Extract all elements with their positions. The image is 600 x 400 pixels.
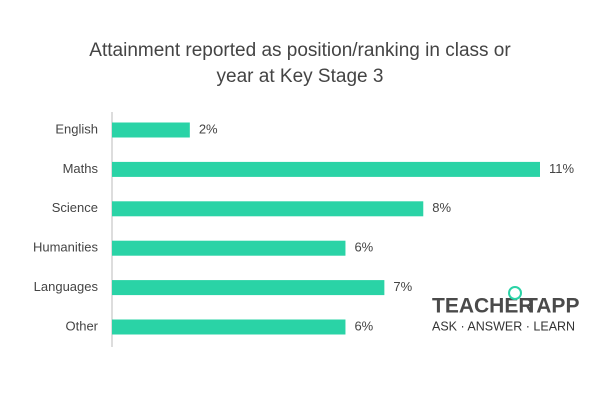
- value-label: 2%: [199, 121, 218, 136]
- value-label: 7%: [393, 279, 412, 294]
- category-label: Science: [52, 200, 98, 215]
- bar: [112, 201, 424, 217]
- category-label: English: [55, 121, 98, 136]
- category-label: Maths: [63, 161, 99, 176]
- category-label: Other: [65, 318, 98, 333]
- value-label: 6%: [354, 318, 373, 333]
- bar: [112, 122, 190, 138]
- bar: [112, 280, 385, 296]
- category-label: Languages: [34, 279, 99, 294]
- logo-tagline: ASK · ANSWER · LEARN: [432, 319, 575, 333]
- bar: [112, 319, 346, 335]
- logo-icon: [508, 286, 522, 300]
- chart-title: Attainment reported as position/ranking …: [89, 40, 511, 87]
- logo-right: TAPP: [525, 295, 579, 318]
- logo: TEACHER TAPP ASK · ANSWER · LEARN: [432, 286, 579, 333]
- logo-left: TEACHER: [432, 295, 534, 318]
- value-label: 6%: [354, 240, 373, 255]
- value-label: 8%: [432, 200, 451, 215]
- category-label: Humanities: [33, 240, 99, 255]
- bar: [112, 240, 346, 256]
- value-label: 11%: [549, 161, 574, 176]
- bar: [112, 161, 540, 177]
